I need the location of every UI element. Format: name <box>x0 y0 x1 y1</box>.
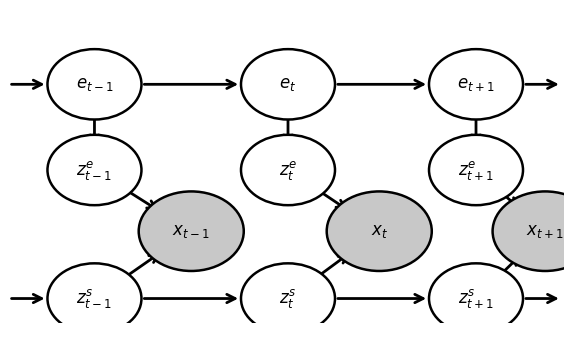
Ellipse shape <box>47 135 142 205</box>
Ellipse shape <box>47 49 142 120</box>
Ellipse shape <box>492 191 576 271</box>
Ellipse shape <box>429 263 523 334</box>
Ellipse shape <box>47 263 142 334</box>
Text: $z^{s}_{t+1}$: $z^{s}_{t+1}$ <box>458 287 494 310</box>
Text: $e_{t-1}$: $e_{t-1}$ <box>75 75 113 93</box>
Text: $e_{t+1}$: $e_{t+1}$ <box>457 75 495 93</box>
Ellipse shape <box>429 49 523 120</box>
Text: $x_{t-1}$: $x_{t-1}$ <box>172 222 210 240</box>
Ellipse shape <box>139 191 244 271</box>
Ellipse shape <box>241 263 335 334</box>
Text: $x_{t+1}$: $x_{t+1}$ <box>526 222 564 240</box>
Ellipse shape <box>241 49 335 120</box>
Text: $z^{e}_{t}$: $z^{e}_{t}$ <box>279 158 297 182</box>
Ellipse shape <box>429 135 523 205</box>
Text: $x_{t}$: $x_{t}$ <box>370 222 388 240</box>
Ellipse shape <box>327 191 432 271</box>
Text: $z^{s}_{t}$: $z^{s}_{t}$ <box>279 287 297 310</box>
Text: $e_{t}$: $e_{t}$ <box>279 75 297 93</box>
Ellipse shape <box>241 135 335 205</box>
Text: $z^{s}_{t-1}$: $z^{s}_{t-1}$ <box>77 287 112 310</box>
Text: $z^{e}_{t+1}$: $z^{e}_{t+1}$ <box>458 158 494 182</box>
Text: $z^{e}_{t-1}$: $z^{e}_{t-1}$ <box>77 158 112 182</box>
